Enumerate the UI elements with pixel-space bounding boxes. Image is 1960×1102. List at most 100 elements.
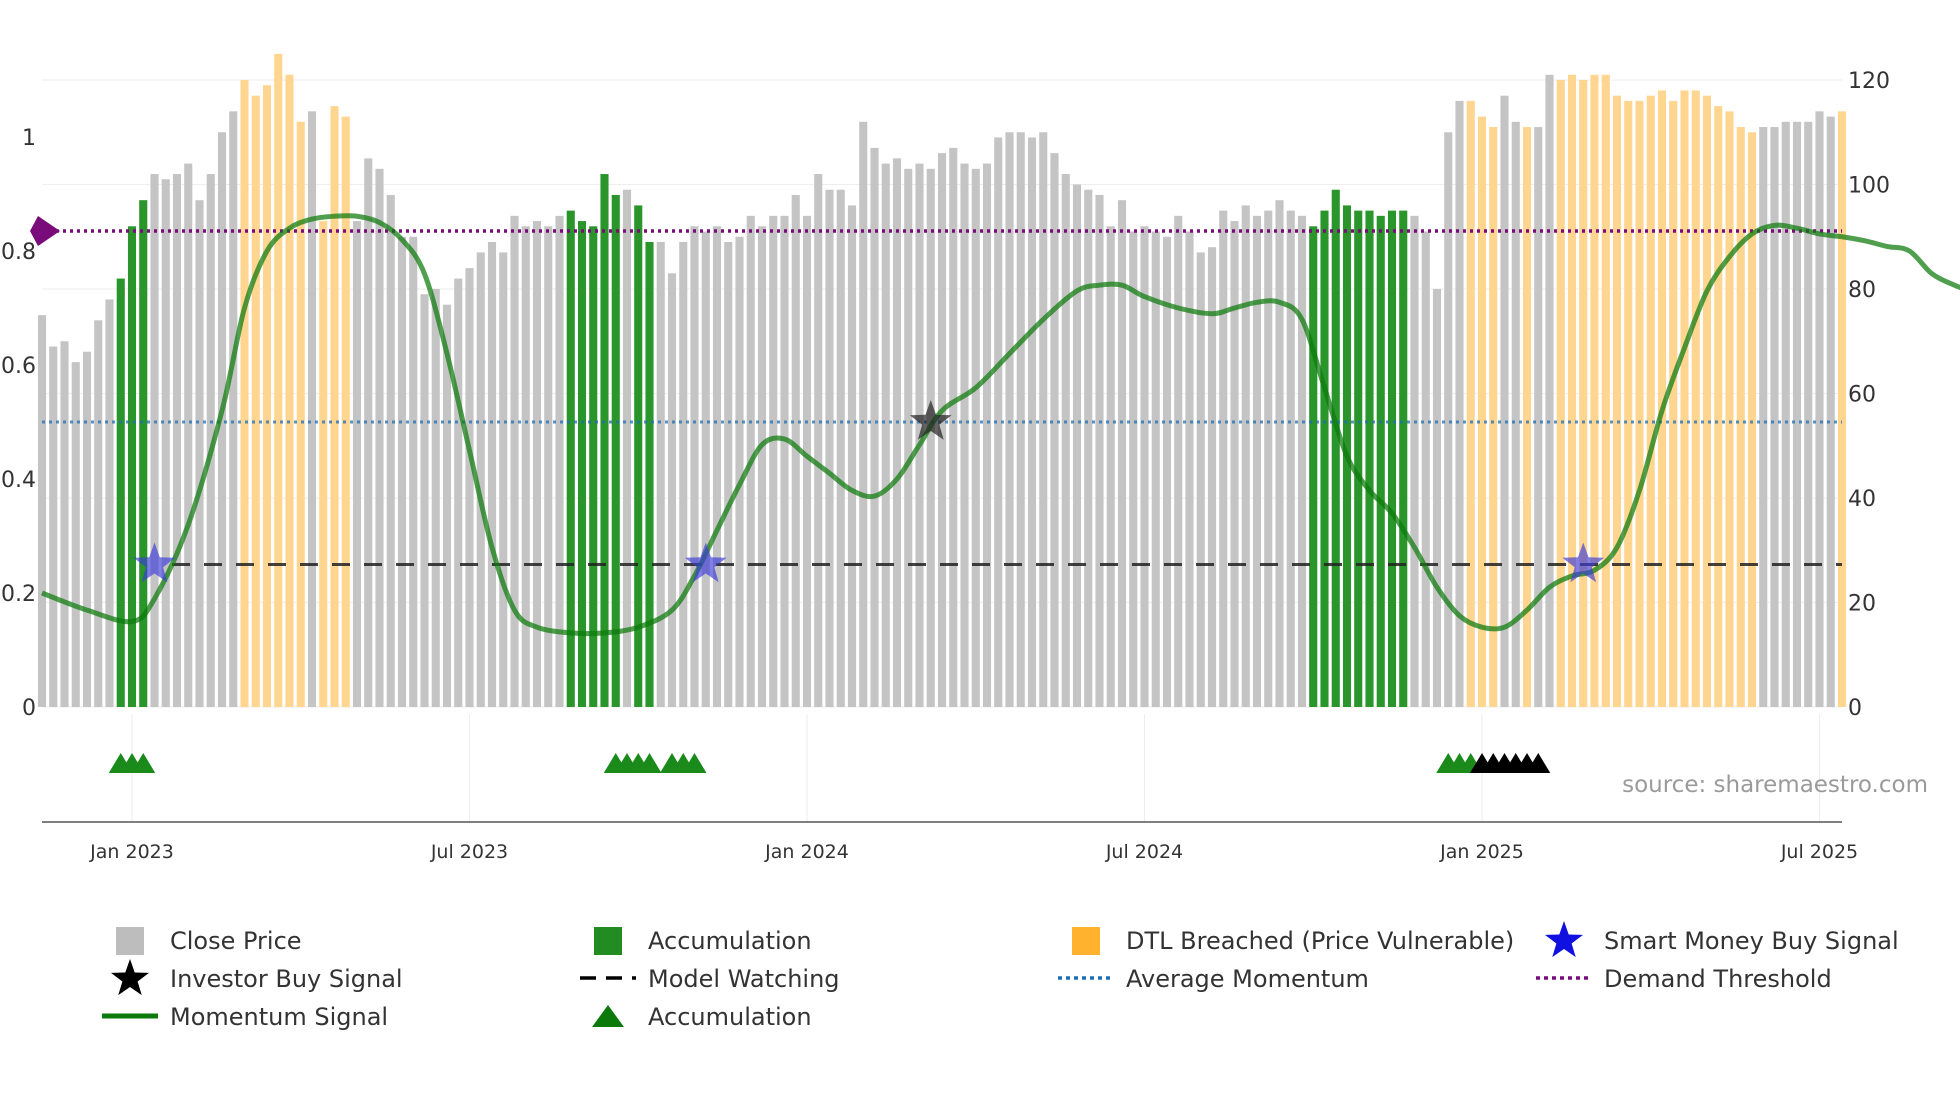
close-price-bar [690, 226, 699, 708]
close-price-bar [532, 221, 542, 707]
left-tick-label: 0.8 [1, 240, 36, 265]
close-price-bar [161, 179, 170, 707]
momentum-signal-line [41, 213, 1960, 637]
close-price-bar [1185, 231, 1194, 707]
accumulation-bar [1354, 210, 1363, 707]
close-price-bar [352, 221, 362, 707]
close-price-bar [1039, 132, 1048, 707]
close-price-bar [510, 215, 519, 707]
legend-star-icon [1544, 921, 1584, 958]
accumulation-bar [645, 241, 654, 707]
close-price-bar [859, 121, 868, 708]
close-price-bar [1162, 236, 1172, 707]
close-price-bar [791, 194, 800, 707]
dtl-breached-bar [1466, 100, 1475, 707]
close-price-bar [1432, 289, 1442, 707]
close-price-bar [1140, 226, 1149, 708]
accumulation-bar [1387, 210, 1397, 707]
right-tick-label: 60 [1848, 383, 1876, 408]
close-price-bar [431, 289, 440, 707]
close-price-bar [1061, 174, 1070, 708]
close-price-bar [724, 241, 733, 707]
close-price-bar [71, 362, 80, 707]
right-tick-label: 80 [1848, 278, 1876, 303]
legend: Close Price Accumulation DTL Breached (Pri… [102, 921, 1899, 1031]
close-price-bar [195, 200, 204, 708]
close-price-bar [780, 215, 789, 707]
close-price-bar [1545, 74, 1554, 707]
close-price-bar [1264, 210, 1273, 707]
close-price-bar [847, 205, 857, 707]
x-tick-label: Jan 2025 [1439, 841, 1524, 863]
accumulation-bar [116, 278, 125, 707]
close-price-bar [949, 147, 958, 708]
close-price-bar [1534, 127, 1543, 707]
left-tick-label: 0.4 [1, 468, 36, 493]
close-price-bar [1286, 210, 1295, 707]
legend-swatch [594, 927, 622, 955]
dtl-breached-bar [262, 85, 272, 708]
left-tick-label: 0.6 [1, 354, 36, 379]
legend-item: Close Price [116, 927, 302, 955]
source-label: source: sharemaestro.com [1622, 772, 1928, 798]
close-price-bar [881, 163, 890, 708]
dtl-breached-bar [1714, 106, 1723, 707]
close-price-bar [937, 153, 947, 707]
close-price-bar [982, 163, 992, 708]
close-price-bar [1230, 221, 1239, 707]
close-price-bar [521, 226, 530, 708]
accumulation-triangle [637, 753, 662, 773]
x-tick-label: Jan 2024 [764, 841, 849, 863]
close-price-bar [825, 189, 834, 708]
accumulation-bar [139, 200, 148, 708]
dtl-breached-bar [1590, 74, 1599, 707]
dtl-breached-bar [1612, 95, 1622, 708]
close-price-bar [1421, 231, 1430, 707]
dtl-breached-bar [1477, 116, 1487, 707]
accumulation-bar [577, 221, 587, 707]
dtl-breached-bar [285, 74, 294, 707]
legend-label: Investor Buy Signal [170, 965, 403, 993]
dtl-breached-bar [240, 80, 249, 707]
accumulation-bar [1399, 210, 1408, 707]
close-price-bar [836, 189, 845, 708]
legend-swatch [1072, 927, 1100, 955]
close-price-bar [667, 273, 677, 707]
accumulation-bar [127, 226, 137, 708]
close-price-bar [1511, 121, 1520, 708]
legend-label: Close Price [170, 927, 302, 955]
dtl-breached-bar [1657, 90, 1667, 707]
close-price-bar [1252, 215, 1262, 707]
legend-item: Smart Money Buy Signal [1544, 921, 1899, 958]
close-price-bar [150, 174, 159, 708]
close-price-bar [476, 252, 485, 708]
close-price-bar [172, 174, 182, 708]
dtl-breached-bar [1680, 90, 1689, 707]
close-price-bar [622, 189, 632, 708]
close-price-bar [1207, 247, 1217, 707]
close-price-bar [206, 174, 215, 708]
close-price-bar [1005, 132, 1014, 707]
legend-item: DTL Breached (Price Vulnerable) [1072, 927, 1514, 955]
close-price-bar [1072, 184, 1082, 707]
accumulation-triangle-black [1526, 753, 1551, 773]
close-price-bar [1129, 231, 1138, 707]
close-price-bar [1455, 100, 1464, 707]
dtl-breached-bar [330, 106, 339, 707]
close-price-bar [757, 226, 767, 708]
close-price-bar [375, 168, 384, 707]
close-price-bar [802, 215, 812, 707]
accumulation-bar [1376, 215, 1385, 707]
close-price-bar [1792, 121, 1802, 708]
close-price-bar [184, 163, 193, 708]
accumulation-bar [600, 174, 609, 708]
close-price-bar [555, 215, 564, 707]
dtl-breached-bar [1556, 80, 1565, 707]
close-price-bar [60, 341, 69, 707]
dtl-breached-bar [1579, 80, 1588, 707]
left-tick-label: 1 [22, 126, 36, 151]
close-price-bar [701, 231, 710, 707]
close-price-bar [870, 147, 879, 708]
axes: Jan 2023 Jul 2023 Jan 2024 Jul 2024 Jan 2025… [1, 69, 1890, 863]
